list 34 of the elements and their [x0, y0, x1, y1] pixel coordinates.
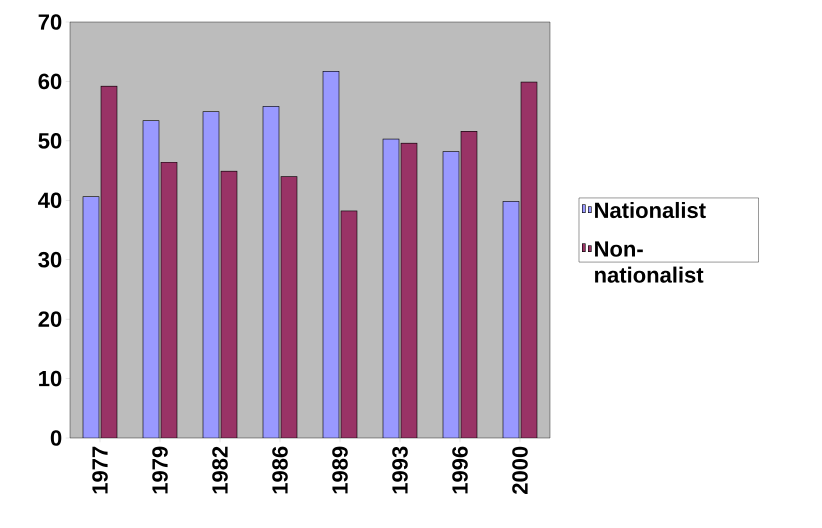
bar	[202, 111, 220, 438]
x-tick-label: 1986	[272, 446, 288, 494]
bar	[262, 106, 280, 438]
bar	[340, 210, 358, 438]
y-tick-label: 60	[38, 74, 62, 90]
legend-label: Nationalist	[595, 202, 706, 218]
bar	[82, 196, 100, 438]
y-tick-label: 30	[38, 252, 62, 268]
bar	[322, 71, 340, 438]
bar	[460, 131, 478, 438]
x-tick-label: 2000	[512, 446, 528, 494]
bar	[382, 138, 400, 438]
y-tick-label: 20	[38, 311, 62, 327]
legend-label: Non-nationalist	[595, 241, 704, 283]
x-tick-label: 1996	[452, 446, 468, 494]
bar	[142, 120, 160, 438]
x-tick-label: 1989	[332, 446, 348, 494]
y-tick-label: 40	[38, 192, 62, 208]
bar	[400, 142, 418, 438]
bar	[442, 151, 460, 438]
y-tick-label: 50	[38, 133, 62, 149]
bar	[100, 86, 118, 438]
x-tick-label: 1979	[152, 446, 168, 494]
bar	[280, 176, 298, 438]
x-tick-label: 1982	[212, 446, 228, 494]
y-tick-label: 0	[50, 430, 62, 446]
bar	[160, 162, 178, 438]
x-tick-label: 1993	[392, 446, 408, 494]
y-tick-label: 10	[39, 370, 62, 386]
x-tick-label: 1977	[92, 446, 108, 494]
y-tick-label: 70	[38, 14, 62, 30]
bar	[502, 201, 520, 438]
bar	[520, 82, 538, 438]
bar	[220, 170, 238, 438]
